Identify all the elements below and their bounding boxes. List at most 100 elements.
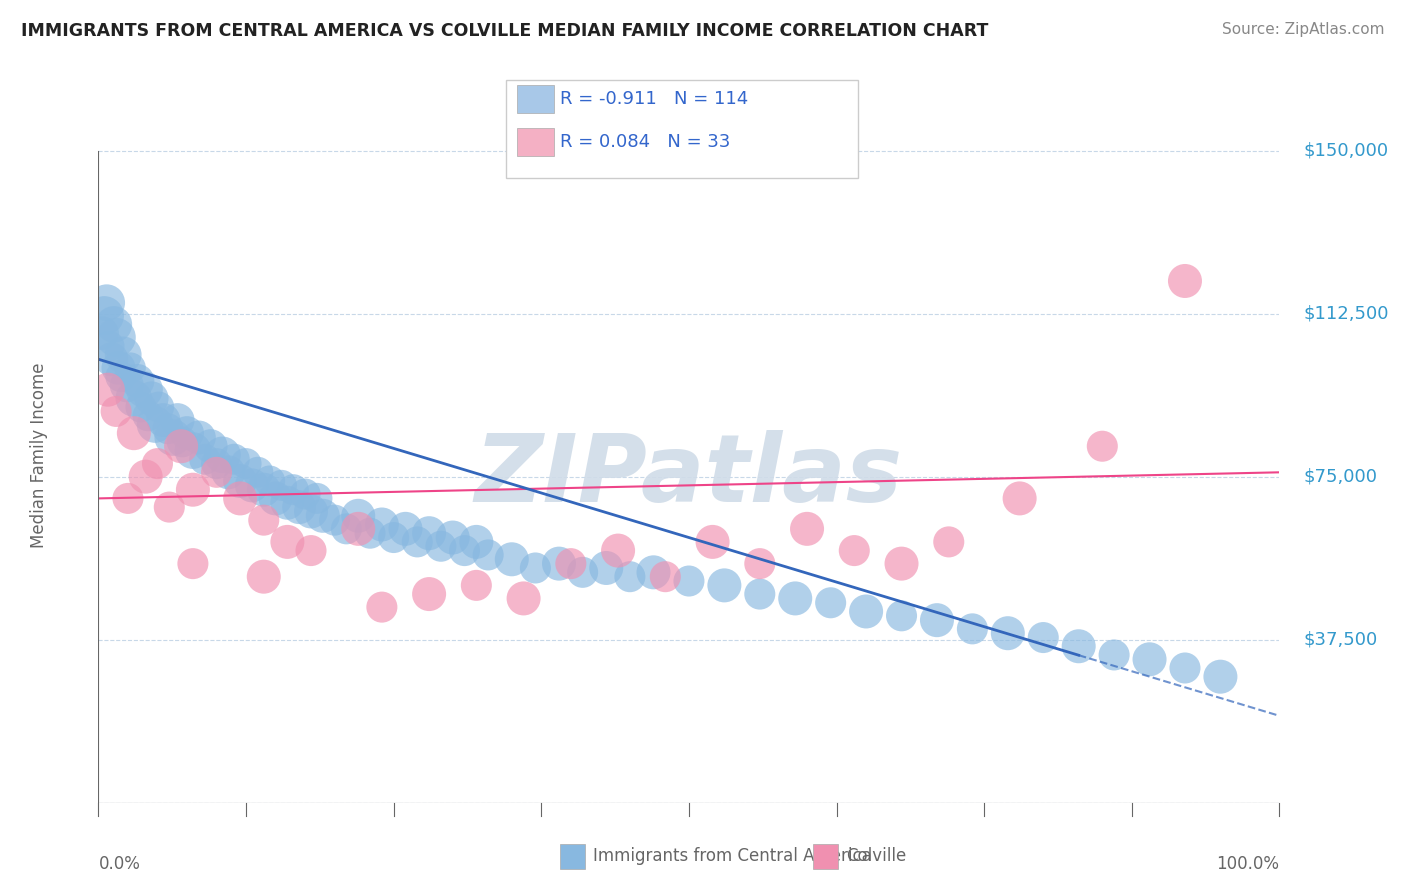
Point [371, 600, 394, 615]
Point [785, 591, 807, 606]
Point [1102, 648, 1125, 662]
Point [347, 522, 370, 536]
Point [205, 466, 228, 480]
Point [294, 487, 316, 501]
Text: IMMIGRANTS FROM CENTRAL AMERICA VS COLVILLE MEDIAN FAMILY INCOME CORRELATION CHA: IMMIGRANTS FROM CENTRAL AMERICA VS COLVI… [21, 22, 988, 40]
Point [512, 591, 534, 606]
Point [347, 508, 370, 523]
Point [477, 548, 499, 562]
Point [890, 557, 912, 571]
Point [148, 400, 170, 414]
Point [187, 431, 209, 445]
Point [702, 535, 724, 549]
Point [253, 570, 276, 584]
Point [162, 431, 184, 445]
Point [305, 491, 328, 506]
Point [134, 383, 156, 397]
Point [335, 522, 357, 536]
Point [105, 404, 128, 418]
Point [748, 557, 770, 571]
Point [98, 339, 121, 353]
Point [560, 557, 582, 571]
Point [855, 605, 877, 619]
Point [93, 309, 115, 323]
Point [654, 570, 676, 584]
Text: Source: ZipAtlas.com: Source: ZipAtlas.com [1222, 22, 1385, 37]
Point [129, 400, 152, 414]
Text: 100.0%: 100.0% [1216, 855, 1279, 873]
Point [135, 469, 157, 483]
Point [141, 392, 163, 406]
Point [172, 434, 194, 449]
Point [211, 448, 233, 462]
Point [299, 504, 322, 518]
Point [166, 413, 188, 427]
Point [288, 500, 311, 514]
Point [925, 613, 948, 627]
Point [748, 587, 770, 601]
Text: R = -0.911   N = 114: R = -0.911 N = 114 [560, 90, 748, 108]
Point [276, 535, 298, 549]
Text: $75,000: $75,000 [1303, 467, 1376, 485]
Point [890, 608, 912, 623]
Point [962, 622, 984, 636]
Point [548, 557, 571, 571]
Point [103, 318, 125, 332]
Point [100, 352, 122, 367]
Point [382, 531, 405, 545]
Point [418, 526, 440, 541]
Text: 0.0%: 0.0% [98, 855, 141, 873]
Point [465, 535, 488, 549]
Point [1032, 631, 1054, 645]
Point [323, 513, 346, 527]
Point [259, 474, 281, 488]
Point [181, 443, 204, 458]
Text: Colville: Colville [846, 847, 907, 865]
Point [217, 466, 239, 480]
Point [115, 378, 138, 392]
Point [105, 330, 128, 344]
Point [844, 543, 866, 558]
Point [1067, 639, 1090, 653]
Point [181, 557, 204, 571]
Point [194, 452, 217, 467]
Point [270, 478, 292, 492]
Point [96, 295, 118, 310]
Point [157, 422, 180, 436]
Point [1139, 652, 1161, 666]
Point [1209, 670, 1232, 684]
Point [107, 361, 129, 376]
Point [181, 483, 204, 497]
Point [253, 513, 276, 527]
Text: ZIPatlas: ZIPatlas [475, 430, 903, 522]
Point [595, 561, 617, 575]
Point [441, 531, 464, 545]
Point [264, 491, 287, 506]
Point [229, 474, 252, 488]
Point [157, 500, 180, 514]
Point [205, 457, 228, 471]
Text: Immigrants from Central America: Immigrants from Central America [593, 847, 872, 865]
Point [796, 522, 818, 536]
Text: Median Family Income: Median Family Income [31, 362, 48, 548]
Point [229, 491, 252, 506]
Point [453, 543, 475, 558]
Point [1174, 661, 1197, 675]
Point [997, 626, 1019, 640]
Point [406, 535, 429, 549]
Point [152, 413, 174, 427]
Point [253, 483, 276, 497]
Point [136, 409, 159, 423]
Point [170, 439, 193, 453]
Point [97, 383, 120, 397]
Point [122, 426, 145, 441]
Point [713, 578, 735, 592]
Point [235, 457, 257, 471]
Point [524, 561, 547, 575]
Point [1091, 439, 1114, 453]
Point [938, 535, 960, 549]
Point [465, 578, 488, 592]
Text: R = 0.084   N = 33: R = 0.084 N = 33 [560, 133, 730, 151]
Point [143, 417, 166, 432]
Point [571, 566, 593, 580]
